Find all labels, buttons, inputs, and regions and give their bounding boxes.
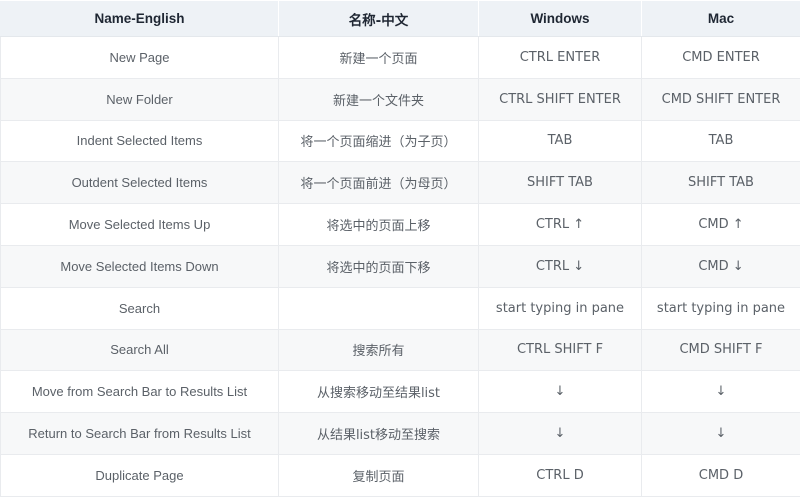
cell-windows: ↓ <box>479 413 642 455</box>
cell-windows: start typing in pane <box>479 287 642 329</box>
cell-mac: CMD D <box>642 454 800 496</box>
cell-name_zh: 将选中的页面上移 <box>279 204 479 246</box>
cell-windows: TAB <box>479 120 642 162</box>
cell-windows: CTRL ENTER <box>479 37 642 79</box>
cell-name_en: New Folder <box>1 78 279 120</box>
cell-mac: ↓ <box>642 413 800 455</box>
cell-name_en: Return to Search Bar from Results List <box>1 413 279 455</box>
column-header-mac: Mac <box>642 1 800 37</box>
cell-name_en: Move Selected Items Up <box>1 204 279 246</box>
table-header: Name-English 名称-中文 Windows Mac <box>1 1 800 37</box>
cell-windows: ↓ <box>479 371 642 413</box>
cell-mac: CMD ENTER <box>642 37 800 79</box>
cell-mac: CMD SHIFT F <box>642 329 800 371</box>
cell-windows: CTRL ↓ <box>479 245 642 287</box>
cell-name_zh: 复制页面 <box>279 454 479 496</box>
cell-mac: CMD ↑ <box>642 204 800 246</box>
cell-mac: SHIFT TAB <box>642 162 800 204</box>
cell-name_en: Search All <box>1 329 279 371</box>
cell-name_zh: 将一个页面前进（为母页） <box>279 162 479 204</box>
column-header-name-chinese: 名称-中文 <box>279 1 479 37</box>
cell-name_en: Move Selected Items Down <box>1 245 279 287</box>
cell-name_zh <box>279 287 479 329</box>
cell-name_zh: 新建一个文件夹 <box>279 78 479 120</box>
cell-name_zh: 新建一个页面 <box>279 37 479 79</box>
header-row: Name-English 名称-中文 Windows Mac <box>1 1 800 37</box>
cell-name_en: Search <box>1 287 279 329</box>
cell-windows: CTRL D <box>479 454 642 496</box>
cell-mac: ↓ <box>642 371 800 413</box>
cell-mac: start typing in pane <box>642 287 800 329</box>
cell-name_zh: 搜索所有 <box>279 329 479 371</box>
cell-name_zh: 将选中的页面下移 <box>279 245 479 287</box>
cell-mac: TAB <box>642 120 800 162</box>
cell-mac: CMD ↓ <box>642 245 800 287</box>
cell-windows: SHIFT TAB <box>479 162 642 204</box>
cell-windows: CTRL SHIFT F <box>479 329 642 371</box>
cell-name_en: Move from Search Bar to Results List <box>1 371 279 413</box>
cell-mac: CMD SHIFT ENTER <box>642 78 800 120</box>
cell-name_en: New Page <box>1 37 279 79</box>
cell-name_en: Outdent Selected Items <box>1 162 279 204</box>
cell-name_en: Indent Selected Items <box>1 120 279 162</box>
column-header-name-english: Name-English <box>1 1 279 37</box>
cell-name_zh: 从结果list移动至搜索 <box>279 413 479 455</box>
cell-name_en: Duplicate Page <box>1 454 279 496</box>
cell-windows: CTRL ↑ <box>479 204 642 246</box>
cell-name_zh: 将一个页面缩进（为子页） <box>279 120 479 162</box>
column-header-windows: Windows <box>479 1 642 37</box>
cell-name_zh: 从搜索移动至结果list <box>279 371 479 413</box>
cell-windows: CTRL SHIFT ENTER <box>479 78 642 120</box>
